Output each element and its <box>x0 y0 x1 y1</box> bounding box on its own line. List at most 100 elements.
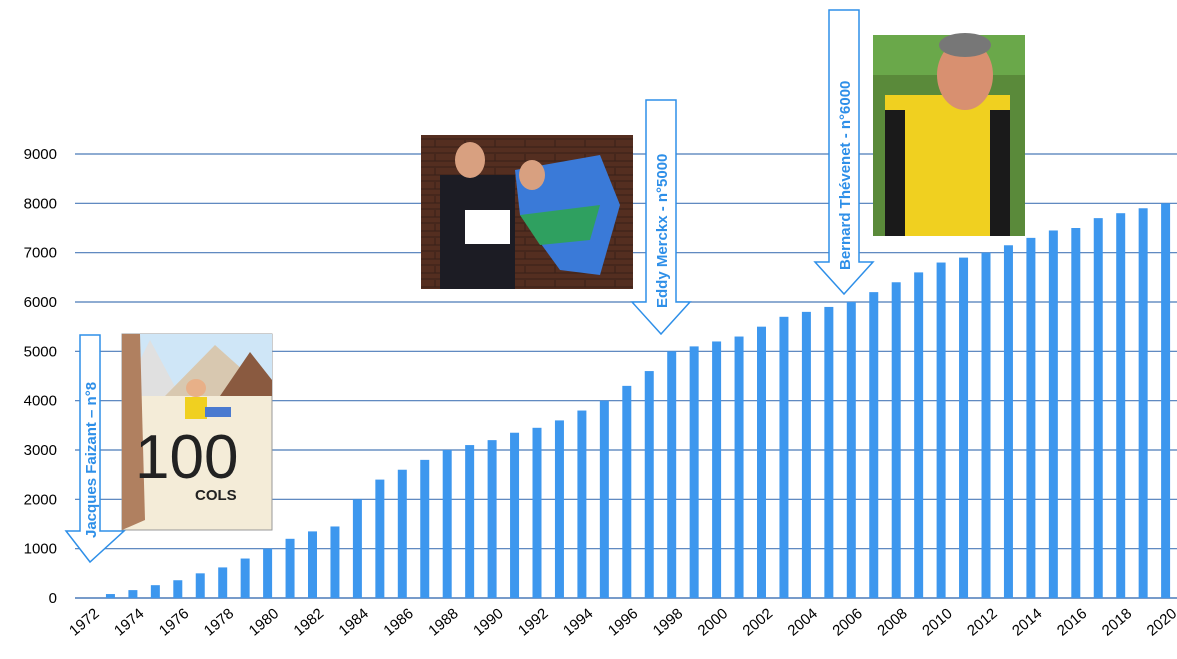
bar-2004 <box>801 311 811 598</box>
merckx-photo <box>421 135 633 289</box>
down-arrow-icon <box>630 99 692 336</box>
x-tick-label: 2004 <box>784 605 820 639</box>
y-tick-label: 6000 <box>24 294 57 311</box>
bar-1987 <box>420 459 430 598</box>
bar-1983 <box>330 526 340 598</box>
bar-2002 <box>757 326 766 598</box>
bar-2011 <box>959 257 969 598</box>
bar-2009 <box>914 272 924 598</box>
y-axis-ticks: 0 1000 2000 3000 4000 5000 6000 7000 8000 9000 <box>24 146 57 607</box>
bar-1974 <box>128 590 138 598</box>
bar-1994 <box>577 410 587 598</box>
bar-1995 <box>599 400 609 598</box>
y-tick-label: 3000 <box>24 442 57 459</box>
x-tick-label: 1984 <box>335 605 371 639</box>
annotation-label-merckx: Eddy Merckx - n°5000 <box>654 154 671 308</box>
y-tick-label: 1000 <box>24 541 57 558</box>
bar-2001 <box>734 336 744 598</box>
bar-2020 <box>1161 203 1171 599</box>
bar-1990 <box>487 440 497 598</box>
bar-1977 <box>195 573 205 598</box>
bar-1984 <box>352 499 362 598</box>
bar-2015 <box>1048 230 1058 598</box>
x-tick-label: 2000 <box>695 605 731 639</box>
bar-1996 <box>622 385 632 598</box>
bar-2000 <box>712 341 722 598</box>
x-tick-label: 2012 <box>964 605 1000 639</box>
down-arrow-icon <box>813 9 875 296</box>
bar-2017 <box>1093 218 1103 598</box>
x-tick-label: 1998 <box>650 605 686 639</box>
y-tick-label: 0 <box>49 590 57 607</box>
bar-1998 <box>667 351 677 598</box>
bar-2014 <box>1026 237 1036 598</box>
x-tick-label: 1988 <box>425 605 461 639</box>
bar-1982 <box>308 531 317 598</box>
bar-1997 <box>644 371 654 598</box>
bar-1975 <box>150 585 160 598</box>
x-tick-label: 1990 <box>470 605 506 639</box>
annotation-faizant: Jacques Faizant – n°8 <box>64 334 126 564</box>
thevenet-photo <box>873 33 1025 236</box>
bars <box>105 203 1171 599</box>
bar-2007 <box>869 292 879 598</box>
x-tick-label: 1976 <box>156 605 192 639</box>
y-tick-label: 2000 <box>24 491 57 508</box>
bar-2012 <box>981 252 991 598</box>
annotation-merckx: Eddy Merckx - n°5000 <box>630 99 692 336</box>
x-axis-ticks: 1972 1974 1976 1978 1980 1982 1984 1986 1988 1990… <box>66 605 1177 639</box>
annotation-label-thevenet: Bernard Thévenet - n°6000 <box>837 81 854 270</box>
x-tick-label: 1992 <box>515 605 551 639</box>
bar-1992 <box>532 427 542 598</box>
x-tick-label: 1974 <box>111 605 147 639</box>
x-tick-label: 2020 <box>1144 605 1177 639</box>
bar-2008 <box>891 282 901 598</box>
x-tick-label: 2010 <box>919 605 955 639</box>
x-tick-label: 1996 <box>605 605 641 639</box>
down-arrow-icon <box>64 334 126 564</box>
bar-1981 <box>285 538 295 598</box>
bar-1973 <box>105 594 115 598</box>
y-tick-label: 7000 <box>24 245 57 262</box>
annotation-label-faizant: Jacques Faizant – n°8 <box>83 382 100 538</box>
bar-2018 <box>1116 213 1126 598</box>
bar-2005 <box>824 306 834 598</box>
x-tick-label: 1980 <box>246 605 282 639</box>
bar-2016 <box>1071 228 1081 598</box>
bar-1980 <box>263 548 273 598</box>
bar-1978 <box>218 567 228 598</box>
y-tick-label: 4000 <box>24 393 57 410</box>
x-tick-label: 2008 <box>874 605 910 639</box>
bar-1989 <box>465 445 475 598</box>
y-tick-label: 8000 <box>24 195 57 212</box>
bar-1991 <box>510 432 520 598</box>
cartoon-subtitle: COLS <box>195 487 237 504</box>
bar-1993 <box>554 420 564 598</box>
x-tick-label: 1978 <box>201 605 237 639</box>
x-tick-label: 1972 <box>66 605 102 639</box>
y-tick-label: 5000 <box>24 343 57 360</box>
x-tick-label: 2002 <box>740 605 776 639</box>
x-tick-label: 2016 <box>1054 605 1090 639</box>
bar-2019 <box>1138 208 1148 598</box>
x-tick-label: 1982 <box>291 605 327 639</box>
bar-1988 <box>442 450 452 598</box>
bar-1986 <box>397 469 407 598</box>
x-tick-label: 1994 <box>560 605 596 639</box>
annotation-thevenet: Bernard Thévenet - n°6000 <box>813 9 875 296</box>
x-tick-label: 2006 <box>829 605 865 639</box>
bar-1979 <box>240 558 250 598</box>
y-tick-label: 9000 <box>24 146 57 163</box>
bar-1985 <box>375 479 385 598</box>
x-tick-label: 1986 <box>380 605 416 639</box>
cartoon-image: 100 COLS <box>121 333 273 531</box>
bar-2006 <box>846 302 856 598</box>
bar-2003 <box>779 316 789 598</box>
bar-2010 <box>936 262 946 598</box>
cartoon-title: 100 <box>135 423 238 492</box>
bar-1976 <box>173 580 183 598</box>
bar-2013 <box>1003 245 1013 598</box>
x-tick-label: 2018 <box>1099 605 1135 639</box>
bar-1999 <box>689 346 699 598</box>
